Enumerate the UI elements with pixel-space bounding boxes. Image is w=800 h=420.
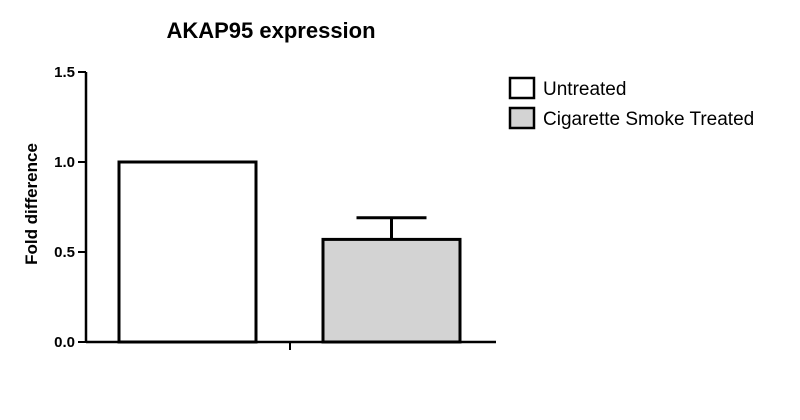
bars-group	[117, 160, 462, 344]
bar-0	[117, 160, 258, 344]
y-tick-label-3: 1.5	[54, 64, 75, 81]
legend-swatch-0	[508, 76, 536, 100]
y-tick-label-1: 0.5	[54, 244, 75, 261]
legend-label-0: Untreated	[543, 79, 626, 100]
error-bars-group	[356, 216, 427, 240]
y-ticks-group: 0.0 0.5 1.0 1.5	[54, 64, 86, 351]
y-axis-label: Fold difference	[22, 143, 41, 265]
y-tick-label-0: 0.0	[54, 334, 75, 351]
legend-swatch-1	[508, 106, 536, 130]
legend: Untreated Cigarette Smoke Treated	[508, 76, 754, 130]
chart-title: AKAP95 expression	[166, 18, 375, 43]
legend-label-1: Cigarette Smoke Treated	[543, 109, 754, 130]
bar-1	[321, 237, 462, 344]
y-tick-label-2: 1.0	[54, 154, 75, 171]
